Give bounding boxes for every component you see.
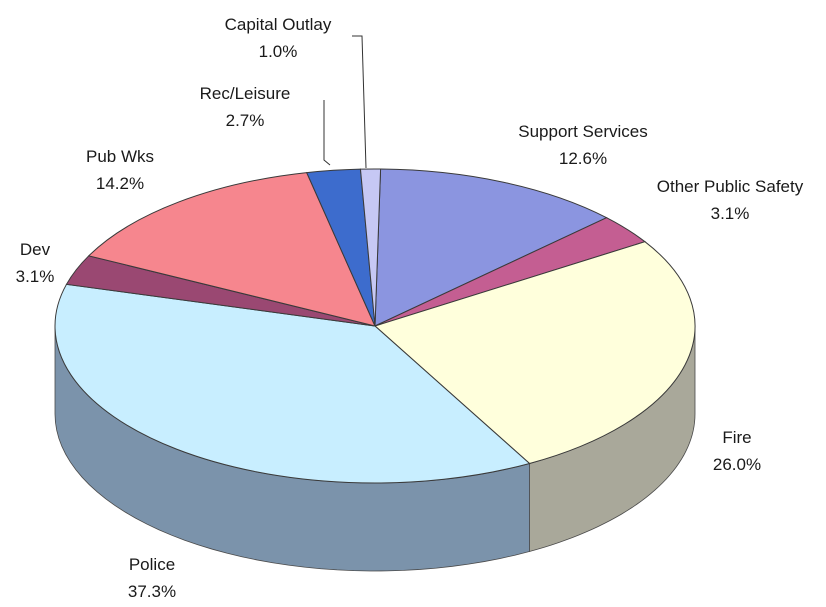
label-dev: Dev	[20, 240, 51, 259]
value-rec-leisure: 2.7%	[226, 111, 265, 130]
leader-rec-leisure	[323, 100, 331, 166]
value-other-public-safety: 3.1%	[711, 204, 750, 223]
value-capital-outlay: 1.0%	[259, 42, 298, 61]
label-fire: Fire	[722, 428, 751, 447]
slice-capital-outlay	[359, 168, 382, 327]
label-leaders	[323, 35, 367, 169]
value-fire: 26.0%	[713, 455, 761, 474]
label-pub-wks: Pub Wks	[86, 147, 154, 166]
pie-slices	[54, 168, 696, 484]
slice-police	[54, 283, 531, 484]
label-capital-outlay: Capital Outlay	[225, 15, 332, 34]
slice-support-services	[374, 168, 608, 327]
value-pub-wks: 14.2%	[96, 174, 144, 193]
leader-capital-outlay	[352, 35, 367, 169]
value-dev: 3.1%	[16, 267, 55, 286]
value-support-services: 12.6%	[559, 149, 607, 168]
slice-fire	[374, 241, 696, 465]
label-rec-leisure: Rec/Leisure	[200, 84, 291, 103]
label-support-services: Support Services	[518, 122, 647, 141]
label-other-public-safety: Other Public Safety	[657, 177, 804, 196]
label-police: Police	[129, 555, 175, 574]
value-police: 37.3%	[128, 582, 176, 601]
slice-pub-wks	[87, 172, 376, 327]
